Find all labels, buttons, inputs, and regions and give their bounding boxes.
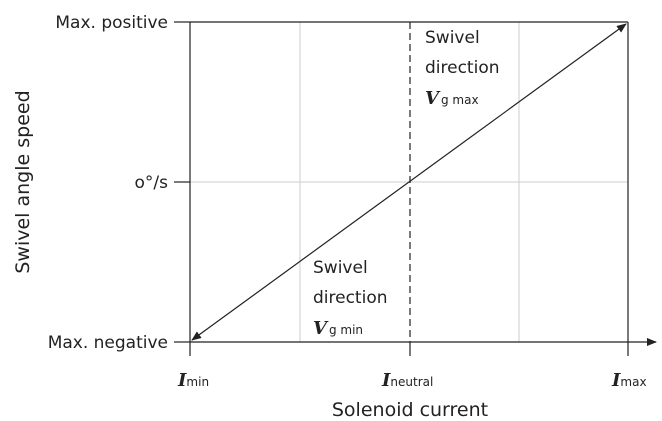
x-label: Imax <box>611 370 647 391</box>
symbol: I <box>177 370 187 391</box>
symbol: I <box>611 370 621 391</box>
y-label: o°/s <box>135 173 169 193</box>
y-axis-title: Swivel angle speed <box>12 90 34 273</box>
annotation-line: Swivel <box>313 258 368 278</box>
y-label: Max. positive <box>55 13 168 33</box>
annotation-line: Swivel <box>425 28 480 48</box>
y-labels: Max. positive o°/s Max. negative <box>48 13 168 353</box>
x-label: Imin <box>177 370 209 391</box>
subscript: min <box>186 375 209 389</box>
subscript: g min <box>329 323 363 337</box>
subscript: max <box>620 375 646 389</box>
x-labels: Imin Ineutral Imax <box>177 370 647 391</box>
annotation-line: direction <box>425 58 500 78</box>
characteristic <box>191 23 627 341</box>
symbol: I <box>381 370 391 391</box>
x-axis-title: Solenoid current <box>332 399 488 421</box>
subscript: neutral <box>390 375 433 389</box>
y-label: Max. negative <box>48 333 168 353</box>
annotation-line: direction <box>313 288 388 308</box>
symbol: V <box>313 318 329 339</box>
subscript: g max <box>441 93 479 107</box>
symbol: V <box>425 88 441 109</box>
x-label: Ineutral <box>381 370 433 391</box>
